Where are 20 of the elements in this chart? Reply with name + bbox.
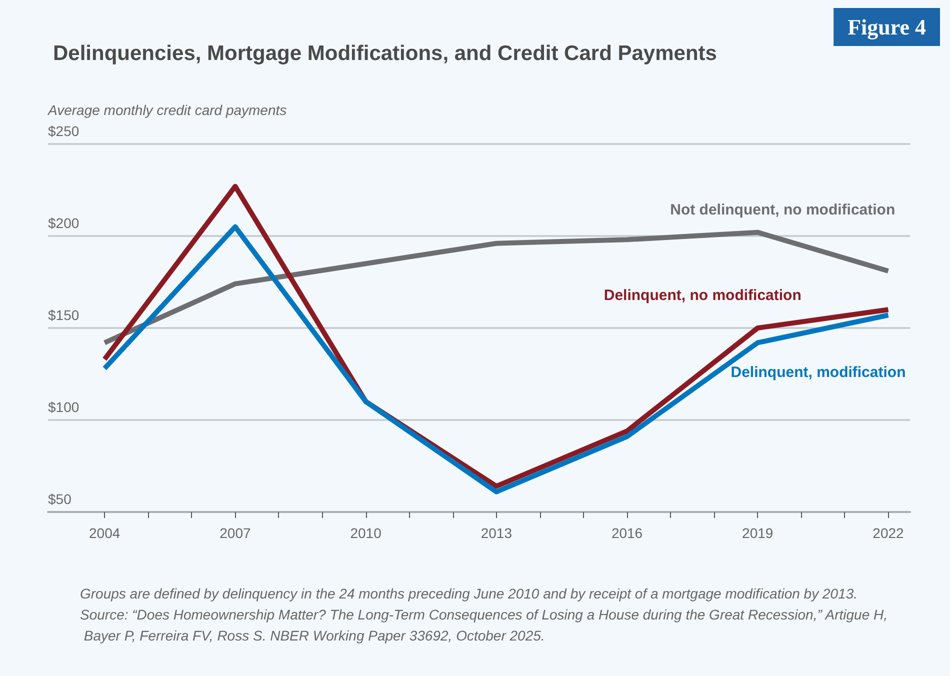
y-tick-label: $250 — [48, 123, 80, 139]
x-tick-label: 2016 — [611, 525, 643, 541]
x-tick-label: 2004 — [89, 525, 120, 541]
y-tick-label: $50 — [48, 491, 72, 507]
x-tick-label: 2019 — [742, 525, 774, 541]
source-note: Source: “Does Homeownership Matter? The Long-Term Consequences of Losing a House during the Great Recession,” Artigue H, Bayer P, Ferreira FV, Ross S. NBER Working Paper 33692, October 2025. — [80, 606, 888, 644]
caption: Figure 4 — [848, 14, 926, 40]
x-tick-label: 2013 — [480, 525, 512, 541]
series-label: Delinquent, modification — [730, 364, 906, 382]
chart-title: Delinquencies, Mortgage Modifications, and Credit Card Payments — [53, 42, 717, 65]
y-tick-label: $200 — [48, 215, 80, 231]
text: Groups are defined by delinquency in the 24 months preceding June 2010 and by receipt of a mortgage modification by 2013. — [80, 586, 858, 602]
y-axis-title: Average monthly credit card payments — [47, 102, 287, 118]
series-label: Delinquent, no modification — [604, 287, 802, 304]
x-tick-label: 2022 — [872, 525, 904, 541]
y-tick-label: $150 — [48, 307, 80, 323]
x-tick-label: 2010 — [350, 525, 382, 541]
x-tick-label: 2007 — [220, 525, 251, 541]
series-label: Not delinquent, no modification — [670, 201, 896, 218]
y-tick-label: $100 — [48, 399, 80, 415]
